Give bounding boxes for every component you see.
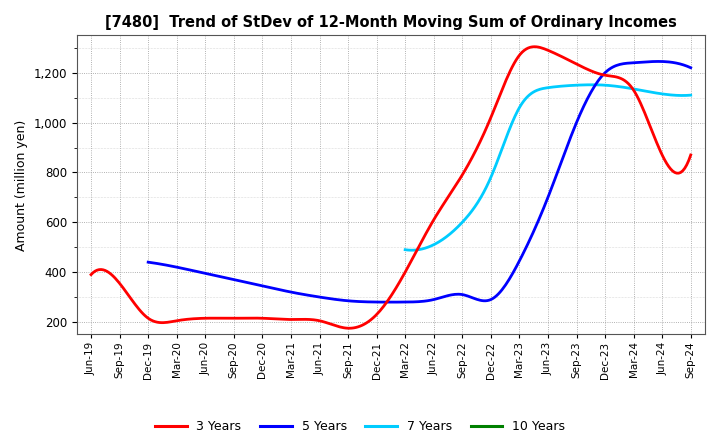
Line: 3 Years: 3 Years	[91, 47, 690, 328]
Y-axis label: Amount (million yen): Amount (million yen)	[15, 119, 28, 250]
7 Years	[588, 82, 597, 88]
7 Years	[408, 248, 416, 253]
3 Years	[89, 270, 97, 275]
3 Years	[596, 72, 605, 77]
Legend: 3 Years, 5 Years, 7 Years, 10 Years: 3 Years, 5 Years, 7 Years, 10 Years	[150, 415, 570, 438]
Line: 5 Years: 5 Years	[148, 62, 690, 302]
3 Years	[456, 176, 464, 181]
7 Years	[402, 247, 410, 253]
5 Years	[145, 260, 154, 265]
7 Years	[571, 83, 580, 88]
5 Years	[637, 59, 646, 65]
5 Years	[478, 298, 487, 303]
3 Years	[634, 96, 643, 102]
3 Years	[346, 326, 354, 331]
5 Years	[686, 65, 695, 70]
Title: [7480]  Trend of StDev of 12-Month Moving Sum of Ordinary Incomes: [7480] Trend of StDev of 12-Month Moving…	[105, 15, 677, 30]
7 Years	[644, 89, 652, 94]
3 Years	[686, 152, 695, 158]
7 Years	[577, 82, 585, 88]
3 Years	[530, 44, 539, 49]
Line: 7 Years: 7 Years	[405, 85, 690, 250]
7 Years	[572, 83, 580, 88]
3 Years	[444, 194, 452, 200]
3 Years	[446, 191, 454, 197]
7 Years	[686, 92, 695, 98]
5 Years	[467, 295, 475, 300]
3 Years	[86, 272, 95, 277]
5 Years	[144, 260, 153, 265]
5 Years	[385, 300, 394, 305]
5 Years	[469, 295, 477, 301]
5 Years	[654, 59, 662, 64]
5 Years	[603, 68, 611, 73]
7 Years	[401, 247, 410, 253]
7 Years	[662, 92, 670, 97]
